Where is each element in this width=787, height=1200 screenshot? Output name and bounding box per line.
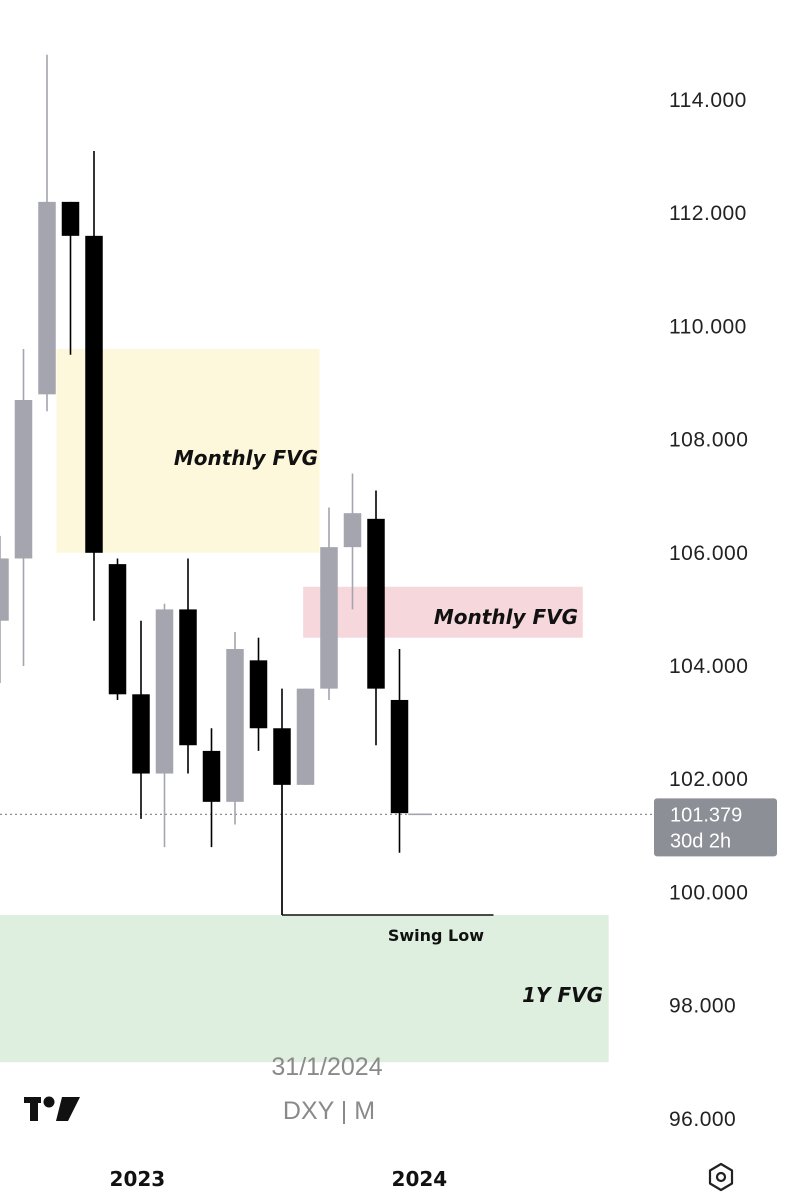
bullish-candle (0, 535, 9, 683)
settings-hexagon-icon[interactable] (708, 1162, 734, 1192)
candle-body (38, 201, 56, 395)
candle-body (296, 688, 315, 785)
tradingview-logo[interactable] (24, 1096, 80, 1122)
bullish-candle (226, 632, 244, 825)
bearish-candle (367, 490, 385, 746)
fvg-zone (303, 586, 583, 638)
fvg-zone-label: Monthly FVG (174, 446, 318, 470)
price-tick-label: 112.000 (669, 202, 747, 225)
annotations: Swing Low (281, 784, 494, 945)
symbol-watermark: DXY | M (283, 1097, 375, 1125)
price-tick-label: 98.000 (669, 995, 736, 1018)
price-tick-label: 102.000 (669, 768, 748, 791)
candle-body (179, 609, 197, 746)
fvg-zone (0, 915, 609, 1063)
bullish-candle (320, 507, 338, 700)
price-tick-label: 108.000 (669, 429, 748, 452)
candle-body (273, 728, 291, 785)
bearish-candle (132, 620, 150, 819)
candle-body (155, 609, 174, 774)
candle-body (14, 399, 33, 559)
price-tick-label: 110.000 (669, 315, 747, 338)
time-tick-label: 2023 (110, 1167, 166, 1191)
price-tick-label: 100.000 (669, 881, 748, 904)
candle-countdown: 30d 2h (670, 830, 731, 852)
price-axis: 114.000 112.000 110.000 108.000 106.000 104.0… (669, 89, 748, 1131)
candle-body (343, 513, 362, 548)
bearish-candle (202, 728, 221, 848)
price-tick-label: 96.000 (669, 1108, 736, 1131)
candle-body (202, 750, 221, 802)
candle-body (367, 518, 385, 689)
bearish-candle (108, 558, 127, 700)
bearish-candle (179, 558, 197, 774)
candles (0, 54, 432, 916)
bearish-candle (61, 201, 80, 355)
date-watermark: 31/1/2024 (271, 1053, 382, 1081)
candle-body (132, 694, 150, 774)
price-tick-label: 104.000 (669, 655, 748, 678)
bullish-candle (296, 688, 315, 785)
candle-body (226, 649, 244, 802)
fvg-zone-label: 1Y FVG (522, 983, 603, 1007)
current-price-tag: 101.379 30d 2h (654, 798, 777, 857)
candle-body (320, 547, 338, 689)
bearish-candle (85, 150, 103, 621)
candle-body (249, 660, 268, 729)
bearish-candle (390, 649, 409, 853)
swing-low-label: Swing Low (388, 926, 484, 945)
bullish-candle (38, 54, 56, 412)
price-tag-box (654, 798, 777, 857)
fvg-zones (0, 349, 652, 1063)
candle-body (108, 564, 127, 695)
zone-labels: Monthly FVG Monthly FVG 1Y FVG (174, 446, 603, 1007)
bullish-candle (343, 473, 362, 610)
price-tick-label: 114.000 (669, 89, 747, 112)
candle-body (61, 201, 80, 236)
current-price-value: 101.379 (670, 804, 742, 826)
candle-body (85, 235, 103, 553)
price-tick-label: 106.000 (669, 542, 748, 565)
bullish-candle (14, 349, 33, 666)
time-axis: 2023 2024 (110, 1167, 448, 1191)
bullish-candle (155, 603, 174, 848)
bearish-candle (249, 637, 268, 751)
fvg-zone-label: Monthly FVG (434, 605, 578, 629)
candle-body (0, 558, 9, 621)
time-tick-label: 2024 (392, 1167, 448, 1191)
candle-body (390, 699, 409, 814)
